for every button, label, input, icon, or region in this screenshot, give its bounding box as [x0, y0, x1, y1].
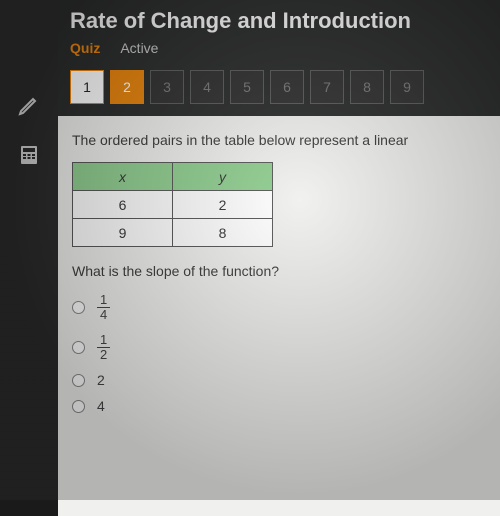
radio-icon[interactable]: [72, 374, 85, 387]
tab-active[interactable]: Active: [120, 40, 158, 58]
table-row: 9 8: [73, 219, 273, 247]
option-2[interactable]: 1 2: [72, 333, 486, 363]
nav-6[interactable]: 6: [270, 70, 304, 104]
option-4[interactable]: 4: [72, 398, 486, 414]
sidebar: [0, 0, 58, 500]
page-title: Rate of Change and Introduction: [58, 0, 500, 36]
content-area: Rate of Change and Introduction Quiz Act…: [58, 0, 500, 500]
radio-icon[interactable]: [72, 301, 85, 314]
radio-icon[interactable]: [72, 341, 85, 354]
nav-8[interactable]: 8: [350, 70, 384, 104]
col-header-x: x: [73, 163, 173, 191]
option-3[interactable]: 2: [72, 372, 486, 388]
tab-quiz[interactable]: Quiz: [70, 40, 100, 58]
cell: 2: [173, 191, 273, 219]
col-header-y: y: [173, 163, 273, 191]
nav-2[interactable]: 2: [110, 70, 144, 104]
option-label: 1 2: [97, 333, 110, 363]
table-row: 6 2: [73, 191, 273, 219]
cell: 9: [73, 219, 173, 247]
option-label: 1 4: [97, 293, 110, 323]
nav-9[interactable]: 9: [390, 70, 424, 104]
question-prompt: The ordered pairs in the table below rep…: [72, 132, 486, 148]
calculator-icon[interactable]: [14, 140, 44, 170]
cell: 6: [73, 191, 173, 219]
question-panel: The ordered pairs in the table below rep…: [58, 116, 500, 516]
nav-4[interactable]: 4: [190, 70, 224, 104]
option-label: 4: [97, 398, 105, 414]
option-1[interactable]: 1 4: [72, 293, 486, 323]
radio-icon[interactable]: [72, 400, 85, 413]
option-label: 2: [97, 372, 105, 388]
question-nav: 1 2 3 4 5 6 7 8 9: [58, 66, 500, 116]
nav-1[interactable]: 1: [70, 70, 104, 104]
data-table: x y 6 2 9 8: [72, 162, 273, 247]
nav-3[interactable]: 3: [150, 70, 184, 104]
nav-7[interactable]: 7: [310, 70, 344, 104]
pencil-icon[interactable]: [14, 90, 44, 120]
sub-question: What is the slope of the function?: [72, 263, 486, 279]
nav-5[interactable]: 5: [230, 70, 264, 104]
cell: 8: [173, 219, 273, 247]
tab-row: Quiz Active: [58, 36, 500, 66]
